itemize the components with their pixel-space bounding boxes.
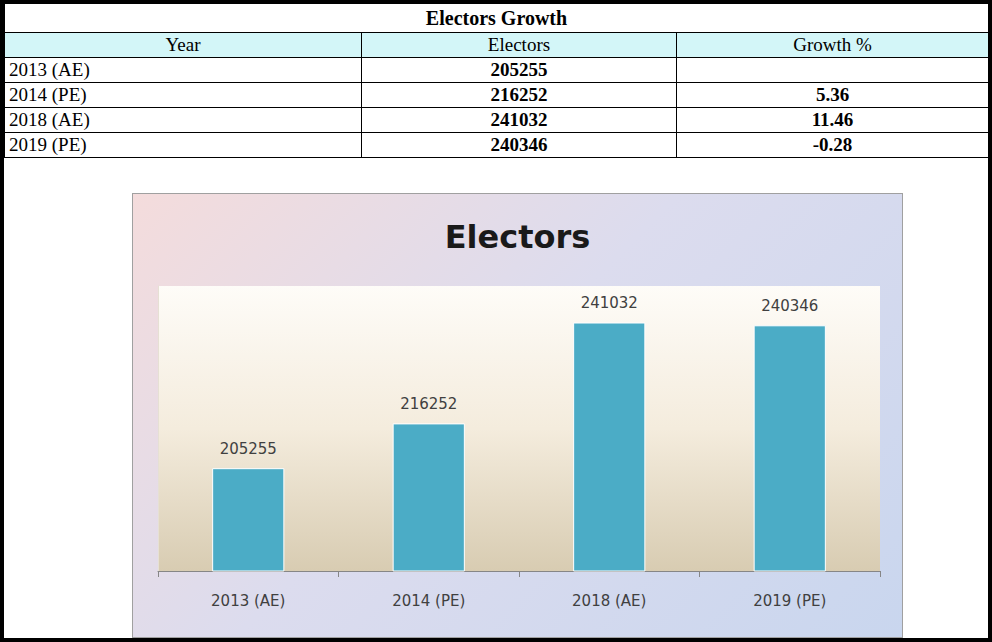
html-text:5.36: 5.36 [815,84,850,105]
svg-text:Electors: Electors [445,218,591,256]
svg-text:2019 (PE): 2019 (PE) [753,592,826,610]
html-text:2013 (AE): 2013 (AE) [9,59,90,80]
svg-text:2013 (AE): 2013 (AE) [211,592,285,610]
html-text:Growth %: Growth % [793,34,872,55]
html-text:Electors: Electors [487,34,551,55]
html-text:Year: Year [165,34,201,55]
html-text:2014 (PE): 2014 (PE) [9,84,87,105]
svg-text:240346: 240346 [761,297,818,315]
html-text:216252: 216252 [490,84,548,105]
html-text:205255: 205255 [490,59,548,80]
html-text:11.46: 11.46 [811,109,854,130]
svg-text:216252: 216252 [400,395,457,413]
html-text:241032: 241032 [490,109,548,130]
html-text:2019 (PE): 2019 (PE) [9,134,87,155]
html-text:-0.28: -0.28 [812,134,853,155]
html-text:240346: 240346 [490,134,548,155]
svg-text:2018 (AE): 2018 (AE) [572,592,646,610]
html-text:Electors Growth: Electors Growth [425,7,568,29]
html-text:2018 (AE): 2018 (AE) [9,109,90,130]
svg-text:241032: 241032 [581,294,638,312]
svg-text:205255: 205255 [220,440,277,458]
svg-text:2014 (PE): 2014 (PE) [392,592,465,610]
